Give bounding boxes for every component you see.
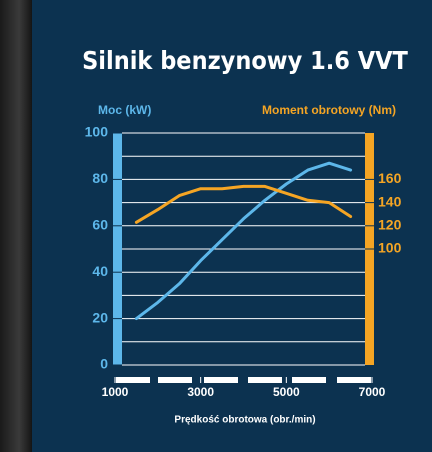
x-tick-label: 1000 <box>102 385 129 399</box>
y-tick-label: 60 <box>92 217 108 233</box>
y2-tick-label: 100 <box>378 240 402 256</box>
y-tick-label: 20 <box>92 309 108 325</box>
y-tick-label: 80 <box>92 170 108 186</box>
x-axis-segment <box>158 377 192 383</box>
x-axis-segment <box>337 377 371 383</box>
y2-tick-label: 120 <box>378 217 402 233</box>
y2-tick-label: 140 <box>378 193 402 209</box>
background-photo <box>0 0 32 452</box>
x-tick-label: 5000 <box>273 385 300 399</box>
page: {"chart_data": {"type": "line", "title":… <box>0 0 432 452</box>
chart: Silnik benzynowy 1.6 VVT Moc (kW) Moment… <box>0 0 432 452</box>
y2-tick-label: 160 <box>378 170 402 186</box>
chart-title: Silnik benzynowy 1.6 VVT <box>82 46 408 75</box>
x-axis-segment <box>204 377 238 383</box>
y-tick-label: 100 <box>85 124 109 140</box>
x-axis-segment <box>248 377 282 383</box>
y-axis-bar <box>113 133 122 365</box>
x-tick-label: 7000 <box>359 385 386 399</box>
y-axis-title: Moc (kW) <box>98 103 151 117</box>
y-tick-label: 0 <box>100 356 108 372</box>
x-tick-label: 3000 <box>187 385 214 399</box>
y2-axis-title: Moment obrotowy (Nm) <box>262 103 396 117</box>
x-axis-title: Prędkość obrotowa (obr./min) <box>174 415 315 426</box>
x-axis-segment <box>292 377 326 383</box>
x-axis-segment <box>116 377 150 383</box>
y-tick-label: 40 <box>92 263 108 279</box>
